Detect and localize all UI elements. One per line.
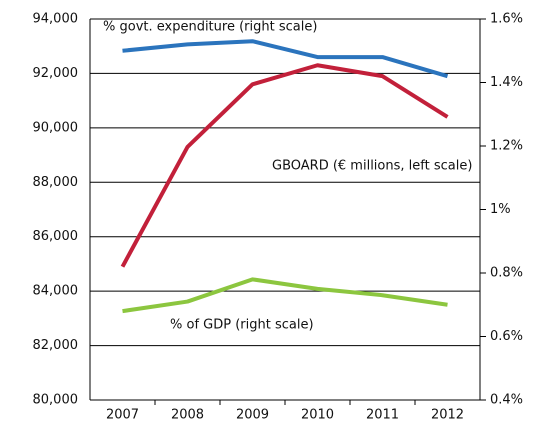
y-tick-label: 86,000 [33,229,79,244]
y2-tick-label: 0.4% [490,393,523,408]
series-label: % of GDP (right scale) [170,318,314,333]
y-tick-label: 92,000 [33,66,79,81]
y2-tick-label: 1.6% [490,12,523,27]
series-line [120,63,449,268]
x-tick-label: 2010 [301,408,334,423]
y2-tick-label: 1.4% [490,75,523,90]
y-tick-label: 80,000 [33,393,79,408]
y2-tick-label: 1.2% [490,139,523,154]
y2-tick-label: 0.8% [490,266,523,281]
x-tick-label: 2009 [236,408,269,423]
series-label: % govt. expenditure (right scale) [103,20,317,35]
y-tick-label: 84,000 [33,284,79,299]
x-tick-label: 2008 [171,408,204,423]
y2-tick-label: 1% [490,202,511,217]
x-tick-label: 2012 [431,408,464,423]
y-tick-label: 94,000 [33,12,79,27]
series-line [122,277,448,314]
y2-tick-label: 0.6% [490,329,523,344]
y-tick-label: 82,000 [33,338,79,353]
x-tick-label: 2011 [366,408,399,423]
x-tick-label: 2007 [106,408,139,423]
series-label: GBOARD (€ millions, left scale) [272,159,472,174]
y-tick-label: 88,000 [33,175,79,190]
series-line [122,39,449,79]
y-tick-label: 90,000 [33,120,79,135]
